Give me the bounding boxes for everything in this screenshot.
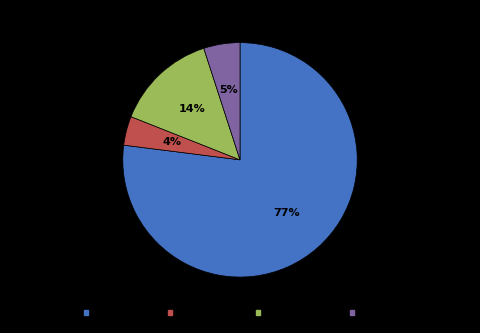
Legend: Wages & Salaries, Employee Benefits, Operating Expenses, Safety Net: Wages & Salaries, Employee Benefits, Ope…	[81, 305, 399, 320]
Wedge shape	[123, 43, 357, 277]
Text: 77%: 77%	[273, 207, 300, 217]
Text: 4%: 4%	[162, 137, 181, 147]
Wedge shape	[204, 43, 240, 160]
Text: 14%: 14%	[179, 104, 205, 114]
Text: 5%: 5%	[220, 85, 239, 95]
Wedge shape	[131, 48, 240, 160]
Wedge shape	[124, 117, 240, 160]
